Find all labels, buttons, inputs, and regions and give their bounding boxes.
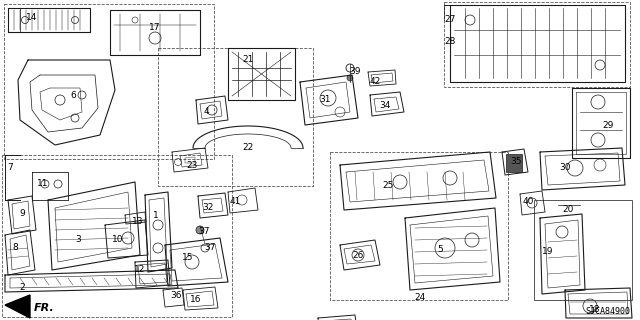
Text: SJCA84900: SJCA84900 (585, 307, 630, 316)
Bar (158, 48, 313, 186)
Text: 15: 15 (182, 253, 194, 262)
Circle shape (196, 226, 204, 234)
Text: 23: 23 (186, 161, 198, 170)
Text: 37: 37 (198, 228, 210, 236)
Bar (506, 154, 522, 172)
Polygon shape (5, 295, 30, 318)
Text: 34: 34 (380, 100, 390, 109)
Text: 16: 16 (190, 295, 202, 305)
Text: 18: 18 (589, 306, 601, 315)
Text: 26: 26 (352, 251, 364, 260)
Text: 32: 32 (202, 204, 214, 212)
Bar (534, 200, 632, 300)
Text: 40: 40 (522, 197, 534, 206)
Text: 9: 9 (19, 209, 25, 218)
Text: 5: 5 (437, 245, 443, 254)
Text: 27: 27 (444, 15, 456, 25)
Text: 29: 29 (602, 121, 614, 130)
Bar (4, 4, 214, 159)
Text: 19: 19 (542, 247, 554, 257)
Text: 13: 13 (132, 218, 144, 227)
Bar (444, 2, 630, 87)
Text: 31: 31 (319, 95, 331, 105)
Text: 24: 24 (414, 293, 426, 302)
Text: 4: 4 (203, 108, 209, 116)
Text: 42: 42 (369, 77, 381, 86)
Text: 6: 6 (70, 91, 76, 100)
Text: 20: 20 (563, 205, 573, 214)
Text: 41: 41 (229, 197, 241, 206)
Circle shape (347, 75, 353, 81)
Text: 12: 12 (134, 266, 146, 275)
Bar (2, 155, 232, 317)
Text: 17: 17 (149, 23, 161, 33)
Text: 30: 30 (559, 164, 571, 172)
Text: 14: 14 (26, 13, 38, 22)
Text: FR.: FR. (34, 303, 55, 313)
Text: 22: 22 (243, 143, 253, 153)
Text: 2: 2 (19, 283, 25, 292)
Bar (330, 152, 508, 300)
Text: 37: 37 (204, 244, 216, 252)
Text: 10: 10 (112, 236, 124, 244)
Text: 25: 25 (382, 180, 394, 189)
Text: 7: 7 (7, 164, 13, 172)
Text: 8: 8 (12, 244, 18, 252)
Text: 11: 11 (37, 179, 49, 188)
Text: 39: 39 (349, 68, 361, 76)
Text: 21: 21 (243, 55, 253, 65)
Text: 36: 36 (170, 291, 182, 300)
Text: 35: 35 (510, 157, 522, 166)
Text: 1: 1 (153, 211, 159, 220)
Text: 28: 28 (444, 37, 456, 46)
Text: 3: 3 (75, 236, 81, 244)
